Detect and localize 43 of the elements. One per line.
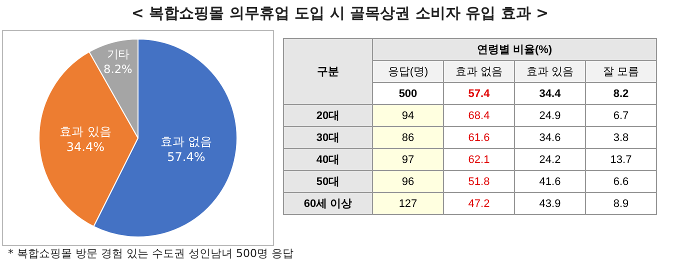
- data-label: 61.6: [444, 126, 514, 148]
- y-tick-label: 30대: [284, 126, 372, 148]
- chart-title: 연령별 비율(%): [372, 38, 656, 60]
- data-label: 62.1: [444, 148, 514, 170]
- data-label: 8.2: [586, 82, 656, 104]
- text: * 복합쇼핑몰 방문 경험 있는 수도권 성인남녀 500명 응답: [8, 246, 294, 261]
- y-tick-label: 60세 이상: [284, 192, 372, 214]
- data-label: 94: [372, 104, 444, 126]
- text: < 복합쇼핑몰 의무휴업 도입 시 골목상권 소비자 유입 효과 >: [130, 4, 550, 23]
- slice-label: 효과 없음: [160, 134, 212, 149]
- slice-label: 기타: [106, 47, 129, 62]
- data-label: 13.7: [586, 148, 656, 170]
- data-label: 8.9: [586, 192, 656, 214]
- data-label: 24.9: [514, 104, 586, 126]
- data-label: 6.7: [586, 104, 656, 126]
- data-label: 8.2%: [103, 62, 133, 76]
- data-label: 24.2: [514, 148, 586, 170]
- data-label: 127: [372, 192, 444, 214]
- data-label: 500: [372, 82, 444, 104]
- data-label: 6.6: [586, 170, 656, 192]
- data-label: 43.9: [514, 192, 586, 214]
- slice-label: 효과 있음: [60, 124, 112, 139]
- data-label: 51.8: [444, 170, 514, 192]
- y-tick-label: 50대: [284, 170, 372, 192]
- data-label: 68.4: [444, 104, 514, 126]
- data-label: 86: [372, 126, 444, 148]
- x-tick-label: 효과 없음: [444, 60, 514, 82]
- y-axis-title: 구분: [284, 38, 372, 104]
- y-tick-label: 40대: [284, 148, 372, 170]
- data-label: 34.4: [514, 82, 586, 104]
- data-label: 3.8: [586, 126, 656, 148]
- y-tick-label: 20대: [284, 104, 372, 126]
- data-label: 47.2: [444, 192, 514, 214]
- data-label: 34.4%: [66, 140, 104, 154]
- data-label: 57.4%: [167, 150, 206, 164]
- data-label: 57.4: [444, 82, 514, 104]
- x-tick-label: 효과 있음: [514, 60, 586, 82]
- x-tick-label: 잘 모름: [586, 60, 656, 82]
- x-tick-label: 응답(명): [372, 60, 444, 82]
- data-label: 34.6: [514, 126, 586, 148]
- data-label: 96: [372, 170, 444, 192]
- data-label: 41.6: [514, 170, 586, 192]
- data-label: 97: [372, 148, 444, 170]
